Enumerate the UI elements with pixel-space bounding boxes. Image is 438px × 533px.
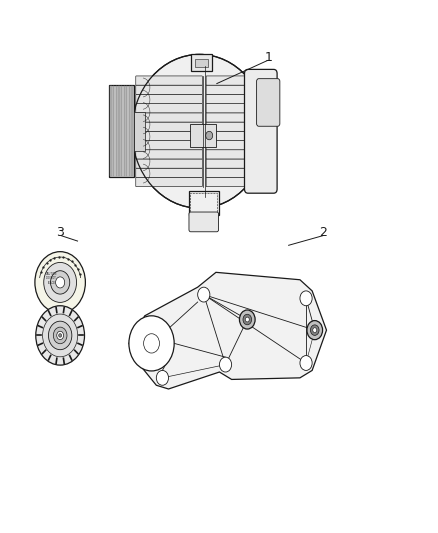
Bar — [121, 86, 122, 176]
Circle shape — [144, 334, 159, 353]
FancyBboxPatch shape — [136, 168, 202, 177]
Circle shape — [49, 321, 72, 350]
FancyBboxPatch shape — [136, 122, 202, 131]
FancyBboxPatch shape — [206, 122, 255, 131]
FancyBboxPatch shape — [206, 131, 255, 141]
Circle shape — [245, 317, 249, 322]
Circle shape — [59, 334, 62, 337]
Circle shape — [198, 287, 210, 302]
Bar — [188, 191, 219, 215]
Text: 2: 2 — [319, 225, 327, 239]
Circle shape — [307, 320, 322, 340]
FancyBboxPatch shape — [136, 177, 202, 187]
Bar — [195, 59, 208, 67]
Bar — [124, 86, 125, 176]
Bar — [191, 54, 212, 71]
Text: 1: 1 — [265, 51, 273, 63]
Bar — [190, 193, 217, 214]
Circle shape — [243, 314, 251, 325]
Polygon shape — [129, 272, 326, 389]
Circle shape — [313, 328, 317, 333]
FancyBboxPatch shape — [206, 94, 255, 103]
Bar — [118, 86, 120, 176]
Ellipse shape — [132, 54, 267, 208]
FancyBboxPatch shape — [136, 85, 202, 94]
Bar — [113, 86, 114, 176]
Circle shape — [311, 325, 319, 335]
Circle shape — [129, 316, 174, 371]
Circle shape — [44, 262, 77, 302]
Circle shape — [36, 306, 85, 365]
Text: PLACE: PLACE — [47, 281, 56, 285]
FancyBboxPatch shape — [136, 103, 202, 113]
FancyBboxPatch shape — [136, 141, 202, 150]
FancyBboxPatch shape — [136, 76, 202, 85]
FancyBboxPatch shape — [136, 159, 202, 168]
FancyBboxPatch shape — [136, 94, 202, 103]
Circle shape — [35, 252, 85, 313]
FancyBboxPatch shape — [257, 79, 280, 126]
FancyBboxPatch shape — [136, 113, 202, 122]
FancyBboxPatch shape — [206, 113, 255, 122]
FancyBboxPatch shape — [189, 212, 219, 232]
Circle shape — [206, 131, 213, 140]
Bar — [129, 86, 130, 176]
Bar — [109, 85, 134, 177]
FancyBboxPatch shape — [206, 103, 255, 113]
Bar — [116, 86, 117, 176]
FancyBboxPatch shape — [206, 85, 255, 94]
Bar — [126, 86, 127, 176]
Circle shape — [53, 327, 67, 344]
Circle shape — [42, 314, 78, 357]
Circle shape — [300, 291, 312, 306]
Circle shape — [156, 370, 169, 385]
Text: CAUTION: CAUTION — [46, 272, 57, 276]
FancyBboxPatch shape — [206, 177, 255, 187]
Circle shape — [50, 271, 70, 294]
Text: DO NOT: DO NOT — [46, 276, 56, 280]
Text: 3: 3 — [56, 225, 64, 239]
FancyBboxPatch shape — [206, 141, 255, 150]
Bar — [190, 124, 215, 147]
Bar — [110, 86, 112, 176]
FancyBboxPatch shape — [244, 69, 277, 193]
FancyBboxPatch shape — [206, 76, 255, 85]
Bar — [134, 112, 145, 150]
Circle shape — [56, 277, 65, 288]
FancyBboxPatch shape — [206, 150, 255, 159]
Circle shape — [240, 310, 255, 329]
FancyBboxPatch shape — [136, 150, 202, 159]
FancyBboxPatch shape — [206, 168, 255, 177]
FancyBboxPatch shape — [136, 131, 202, 141]
FancyBboxPatch shape — [206, 159, 255, 168]
Circle shape — [219, 357, 232, 372]
Circle shape — [57, 332, 64, 340]
Bar — [131, 86, 133, 176]
Circle shape — [300, 356, 312, 370]
